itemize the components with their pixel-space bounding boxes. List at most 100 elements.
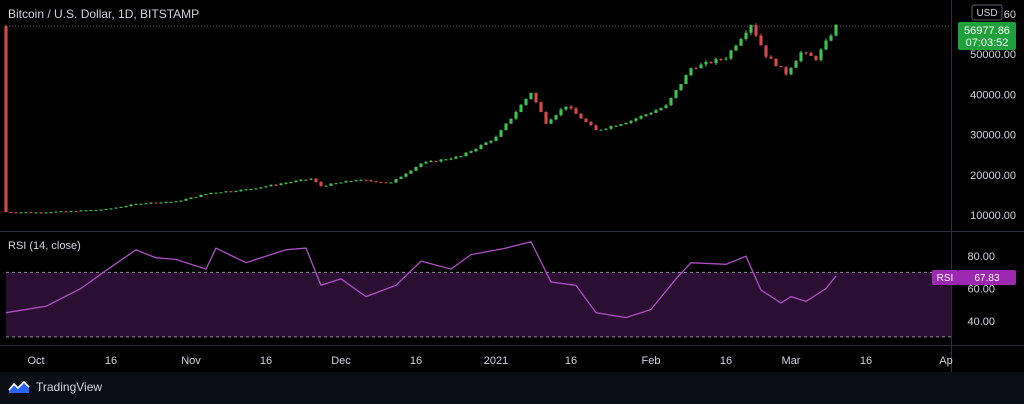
candle-up bbox=[484, 142, 488, 145]
candle-down bbox=[779, 66, 783, 68]
candle-up bbox=[54, 211, 58, 213]
candle-up bbox=[349, 180, 353, 182]
candle-up bbox=[479, 144, 483, 149]
candle-up bbox=[599, 129, 603, 131]
candle-up bbox=[824, 40, 828, 50]
candle-down bbox=[784, 67, 788, 75]
candle-up bbox=[159, 202, 163, 204]
candle-up bbox=[289, 182, 293, 184]
candle-up bbox=[124, 206, 128, 208]
rsi-label-badge bbox=[932, 270, 958, 285]
candle-up bbox=[749, 25, 753, 33]
time-axis-tick: 16 bbox=[105, 355, 117, 367]
candle-up bbox=[799, 52, 803, 62]
candle-down bbox=[589, 121, 593, 126]
rsi-band-fill bbox=[6, 272, 951, 337]
candle-down bbox=[754, 25, 758, 36]
candle-up bbox=[469, 151, 473, 153]
candle-up bbox=[474, 148, 478, 152]
candle-up bbox=[634, 118, 638, 121]
candle-up bbox=[189, 197, 193, 199]
candle-up bbox=[834, 24, 838, 36]
brand-name: TradingView bbox=[36, 380, 103, 394]
candle-up bbox=[129, 204, 133, 207]
last-price-value: 56977.86 bbox=[964, 25, 1010, 37]
candle-up bbox=[629, 120, 633, 123]
candle-up bbox=[254, 188, 258, 190]
candle-up bbox=[489, 140, 493, 143]
candle-down bbox=[569, 106, 573, 109]
candle-up bbox=[524, 98, 528, 105]
candle-down bbox=[814, 56, 818, 60]
candle-up bbox=[439, 159, 443, 162]
price-axis-tick: 40000.00 bbox=[970, 89, 1016, 101]
candle-up bbox=[614, 125, 618, 127]
time-axis-tick: 16 bbox=[565, 355, 577, 367]
candle-up bbox=[34, 212, 38, 214]
candle-up bbox=[659, 108, 663, 111]
candle-up bbox=[664, 105, 668, 109]
candle-up bbox=[84, 210, 88, 212]
candle-up bbox=[99, 209, 103, 211]
candle-down bbox=[574, 108, 578, 114]
candle-down bbox=[314, 178, 318, 183]
candle-up bbox=[444, 159, 448, 161]
chart-title: Bitcoin / U.S. Dollar, 1D, BITSTAMP bbox=[8, 7, 199, 21]
price-axis-tick: 10000.00 bbox=[970, 210, 1016, 222]
candle-up bbox=[224, 191, 228, 193]
currency-badge-label: USD bbox=[976, 8, 997, 19]
candle-up bbox=[454, 156, 458, 159]
candle-up bbox=[559, 109, 563, 116]
rsi-value-badge-text: 67.83 bbox=[974, 273, 999, 284]
candle-up bbox=[644, 114, 648, 116]
candle-up bbox=[684, 75, 688, 85]
candle-down bbox=[774, 58, 778, 67]
candle-up bbox=[504, 123, 508, 131]
price-chart-svg[interactable]: 10000.00 20000.00 30000.00 40000.00 50000.00… bbox=[0, 0, 1024, 372]
time-axis-tick: 16 bbox=[410, 355, 422, 367]
candle-up bbox=[174, 201, 178, 203]
candle-down bbox=[9, 212, 13, 214]
candle-up bbox=[199, 195, 203, 198]
time-axis-tick: Ap bbox=[939, 355, 952, 367]
candle-down bbox=[764, 45, 768, 57]
candle-up bbox=[649, 112, 653, 115]
candle-up bbox=[734, 45, 738, 51]
candle-up bbox=[714, 59, 718, 64]
candle-up bbox=[299, 179, 303, 181]
candle-up bbox=[689, 68, 693, 76]
time-axis-tick: Feb bbox=[642, 355, 661, 367]
candle-down bbox=[29, 212, 33, 214]
time-axis-tick: Mar bbox=[782, 355, 801, 367]
candle-up bbox=[389, 182, 393, 184]
candle-up bbox=[109, 208, 113, 210]
rsi-line bbox=[5, 240, 837, 319]
candle-up bbox=[514, 112, 518, 119]
candle-up bbox=[279, 183, 283, 185]
candle-up bbox=[104, 208, 108, 210]
candle-up bbox=[819, 49, 823, 60]
candle-down bbox=[544, 112, 548, 124]
candle-up bbox=[49, 212, 53, 214]
time-axis-tick: Oct bbox=[27, 355, 44, 367]
brand[interactable]: TradingView bbox=[8, 380, 102, 394]
candle-down bbox=[39, 212, 43, 214]
candle-up bbox=[79, 210, 83, 212]
candle-up bbox=[794, 61, 798, 68]
candle-up bbox=[639, 115, 643, 119]
currency-badge[interactable] bbox=[971, 4, 1003, 21]
candle-up bbox=[59, 211, 63, 213]
rsi-value-badge bbox=[958, 270, 1016, 285]
candle-up bbox=[309, 178, 313, 180]
candle-up bbox=[94, 209, 98, 211]
candle-down bbox=[64, 211, 68, 213]
rsi-axis-tick: 80.00 bbox=[967, 251, 995, 263]
candle-up bbox=[24, 212, 28, 214]
time-axis-tick: Nov bbox=[181, 355, 201, 367]
candle-up bbox=[409, 170, 413, 174]
candle-up bbox=[604, 128, 608, 130]
candle-down bbox=[579, 113, 583, 119]
candle-up bbox=[829, 35, 833, 41]
candle-up bbox=[294, 180, 298, 183]
candle-up bbox=[284, 182, 288, 184]
